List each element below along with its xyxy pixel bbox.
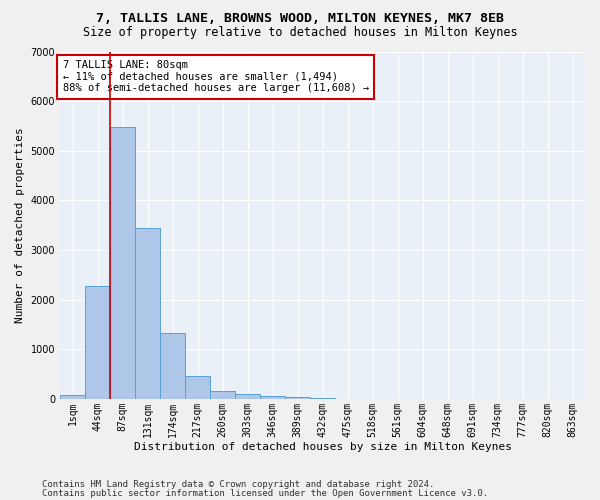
Text: 7 TALLIS LANE: 80sqm
← 11% of detached houses are smaller (1,494)
88% of semi-de: 7 TALLIS LANE: 80sqm ← 11% of detached h… xyxy=(62,60,369,94)
Bar xyxy=(110,127,135,399)
Bar xyxy=(210,391,235,399)
Text: Contains public sector information licensed under the Open Government Licence v3: Contains public sector information licen… xyxy=(42,489,488,498)
Y-axis label: Number of detached properties: Number of detached properties xyxy=(15,128,25,323)
Bar xyxy=(185,376,210,399)
Bar xyxy=(160,334,185,399)
Text: Contains HM Land Registry data © Crown copyright and database right 2024.: Contains HM Land Registry data © Crown c… xyxy=(42,480,434,489)
Text: 7, TALLIS LANE, BROWNS WOOD, MILTON KEYNES, MK7 8EB: 7, TALLIS LANE, BROWNS WOOD, MILTON KEYN… xyxy=(96,12,504,26)
Bar xyxy=(60,395,85,399)
Bar xyxy=(235,394,260,399)
X-axis label: Distribution of detached houses by size in Milton Keynes: Distribution of detached houses by size … xyxy=(134,442,512,452)
Bar xyxy=(85,286,110,399)
Bar xyxy=(260,396,285,399)
Bar xyxy=(135,228,160,399)
Bar xyxy=(285,398,310,399)
Text: Size of property relative to detached houses in Milton Keynes: Size of property relative to detached ho… xyxy=(83,26,517,39)
